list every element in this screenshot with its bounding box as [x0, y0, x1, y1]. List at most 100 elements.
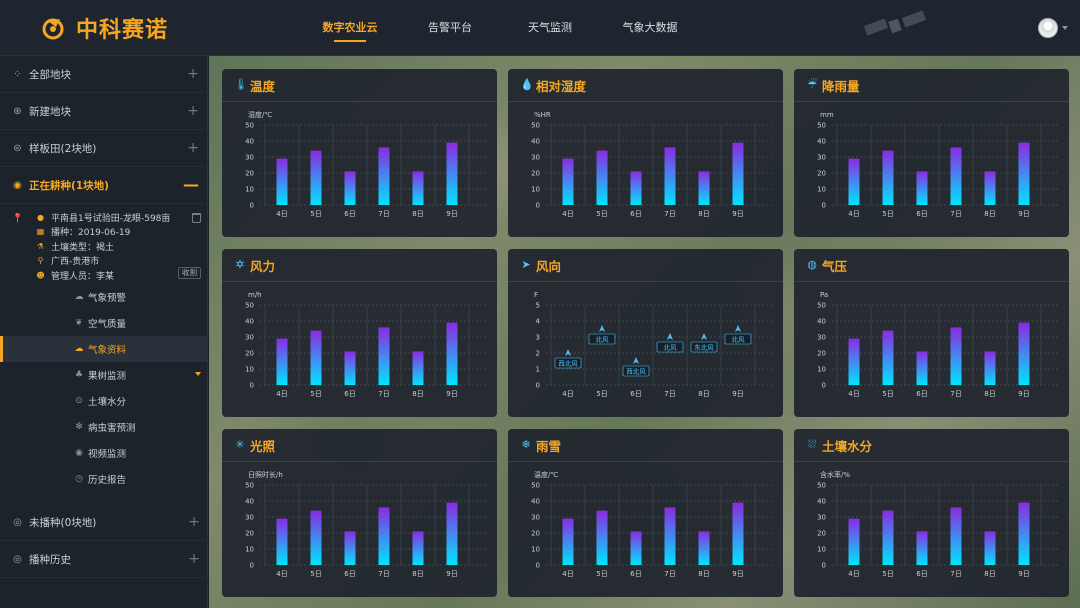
bar[interactable]: [698, 531, 710, 565]
bar[interactable]: [848, 338, 860, 385]
bar[interactable]: [276, 518, 288, 565]
x-tick-label: 5日: [882, 210, 893, 218]
sub-menu-item-4[interactable]: ⊙ 土壤水分: [0, 388, 207, 414]
sub-menu-label: 空气质量: [88, 319, 127, 330]
bar[interactable]: [344, 531, 356, 565]
add-icon[interactable]: +: [187, 103, 199, 119]
bar[interactable]: [446, 502, 458, 565]
wind-label-box: [622, 365, 650, 377]
wind-arrow-icon[interactable]: [667, 333, 673, 340]
nav-item-0[interactable]: 数字农业云: [300, 0, 400, 56]
wind-arrow-icon[interactable]: [701, 333, 707, 340]
x-tick-label: 9日: [1018, 210, 1029, 218]
bar[interactable]: [310, 510, 322, 565]
bar[interactable]: [1018, 502, 1030, 565]
y-tick-label: 0: [822, 202, 826, 210]
nav-item-1[interactable]: 告警平台: [428, 21, 472, 34]
panel-title: 相对湿度: [536, 78, 587, 94]
user-avatar[interactable]: [1038, 18, 1058, 38]
wind-arrow-icon[interactable]: [735, 325, 741, 332]
bar[interactable]: [446, 322, 458, 385]
cultivate-icon: ◉: [13, 179, 22, 191]
bar[interactable]: [916, 171, 928, 205]
y-tick-label: 40: [817, 318, 826, 326]
wind-arrow-icon[interactable]: [599, 325, 605, 332]
bar[interactable]: [950, 507, 962, 565]
bar[interactable]: [950, 147, 962, 205]
bar[interactable]: [412, 351, 424, 385]
bar[interactable]: [630, 531, 642, 565]
bar[interactable]: [344, 351, 356, 385]
plot-name: 平南县1号试验田-龙眼-598亩: [51, 213, 171, 224]
bar[interactable]: [848, 158, 860, 205]
add-icon[interactable]: +: [187, 140, 199, 156]
x-tick-label: 5日: [596, 210, 607, 218]
logo-icon: [42, 18, 64, 40]
sub-menu-item-7[interactable]: ◷ 历史报告: [0, 466, 207, 492]
sidebar-group-groups_top-1[interactable]: ⊕ 新建地块 +: [0, 93, 207, 130]
bar[interactable]: [412, 171, 424, 205]
bar[interactable]: [984, 531, 996, 565]
bar[interactable]: [562, 518, 574, 565]
bar[interactable]: [664, 147, 676, 205]
nav-item-2[interactable]: 天气监测: [528, 21, 572, 34]
bar[interactable]: [664, 507, 676, 565]
bar[interactable]: [1018, 142, 1030, 205]
x-tick-label: 9日: [732, 390, 743, 398]
trash-icon[interactable]: [192, 213, 201, 223]
bar[interactable]: [378, 507, 390, 565]
bar[interactable]: [596, 510, 608, 565]
sidebar-group-groups_top-2[interactable]: ⊜ 样板田(2块地) +: [0, 130, 207, 167]
chevron-down-icon[interactable]: [1062, 26, 1068, 30]
bar[interactable]: [984, 171, 996, 205]
bar[interactable]: [732, 502, 744, 565]
bar[interactable]: [882, 510, 894, 565]
bar[interactable]: [596, 150, 608, 205]
bar[interactable]: [378, 327, 390, 385]
sub-menu-item-5[interactable]: ✻ 病虫害预测: [0, 414, 207, 440]
bar[interactable]: [310, 150, 322, 205]
bar[interactable]: [916, 531, 928, 565]
bar[interactable]: [882, 330, 894, 385]
bar[interactable]: [848, 518, 860, 565]
bar[interactable]: [916, 351, 928, 385]
bar[interactable]: [344, 171, 356, 205]
wind-arrow-icon[interactable]: [633, 357, 639, 364]
bar[interactable]: [412, 531, 424, 565]
collapse-icon[interactable]: —: [183, 175, 199, 194]
rain-snow-icon: ❄: [521, 438, 531, 451]
bar[interactable]: [950, 327, 962, 385]
add-icon[interactable]: +: [188, 551, 200, 567]
sub-menu-item-2[interactable]: ☁ 气象资料: [0, 336, 207, 362]
nav-item-3[interactable]: 气象大数据: [622, 21, 678, 34]
bar[interactable]: [698, 171, 710, 205]
logo[interactable]: 中科赛诺: [40, 10, 168, 46]
bar[interactable]: [732, 142, 744, 205]
harvest-button[interactable]: 收割: [178, 267, 201, 279]
x-tick-label: 4日: [276, 210, 287, 218]
add-icon[interactable]: +: [187, 66, 199, 82]
bar[interactable]: [630, 171, 642, 205]
bar[interactable]: [310, 330, 322, 385]
bar[interactable]: [276, 338, 288, 385]
sidebar-group-groups_top-0[interactable]: ⁘ 全部地块 +: [0, 56, 207, 93]
sub-menu-item-0[interactable]: ☁ 气象预警: [0, 284, 207, 310]
sub-menu-item-6[interactable]: ◉ 视频监测: [0, 440, 207, 466]
chevron-down-icon[interactable]: [195, 372, 201, 376]
bar[interactable]: [882, 150, 894, 205]
sub-menu-item-1[interactable]: ❦ 空气质量: [0, 310, 207, 336]
bar[interactable]: [378, 147, 390, 205]
bar[interactable]: [446, 142, 458, 205]
sidebar-group-groups_bottom-0[interactable]: ◎ 未播种(0块地) +: [0, 504, 208, 541]
add-icon[interactable]: +: [188, 514, 200, 530]
bar[interactable]: [1018, 322, 1030, 385]
sidebar-group-active[interactable]: ◉ 正在耕种(1块地) —: [0, 167, 207, 204]
bar[interactable]: [276, 158, 288, 205]
bar[interactable]: [562, 158, 574, 205]
sub-menu-item-3[interactable]: ♣ 果树监测: [0, 362, 207, 388]
plot-info[interactable]: 📍 ● 平南县1号试验田-龙眼-598亩 ▦ 播种：2019-06-19 ⚗ 土壤类型…: [0, 204, 207, 284]
wind-arrow-icon[interactable]: [565, 349, 571, 356]
y-tick-label: 20: [245, 170, 254, 178]
bar[interactable]: [984, 351, 996, 385]
sidebar-group-groups_bottom-1[interactable]: ◎ 播种历史 +: [0, 541, 208, 578]
